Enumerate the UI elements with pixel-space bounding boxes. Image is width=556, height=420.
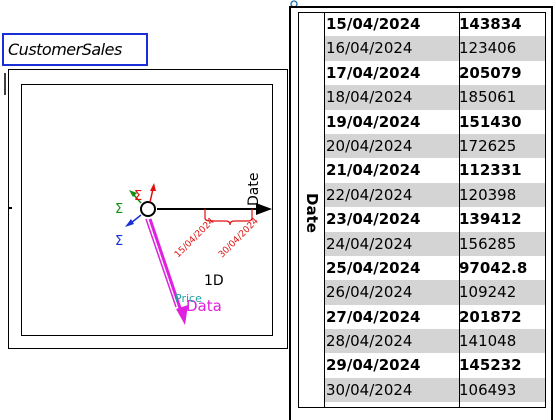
date-cell: 26/04/2024 (326, 283, 413, 302)
table-row[interactable]: 19/04/2024 151430 (325, 110, 545, 134)
value-cell: 97042.8 (459, 258, 528, 277)
table-row[interactable]: 25/04/2024 97042.8 (325, 256, 545, 280)
value-cell: 123406 (459, 39, 517, 58)
table-row[interactable]: 24/04/2024 156285 (325, 231, 545, 256)
date-cell: 19/04/2024 (326, 112, 421, 131)
value-cell: 112331 (459, 161, 522, 180)
sigma-green-arrowhead (129, 190, 137, 197)
value-cell: 185061 (459, 88, 517, 107)
table-row[interactable]: 20/04/2024 172625 (325, 133, 545, 159)
measure-label: Data (186, 297, 222, 315)
table-row[interactable]: 28/04/2024 141048 (325, 329, 545, 354)
date-cell: 20/04/2024 (326, 136, 413, 155)
date-cell: 21/04/2024 (326, 161, 421, 180)
value-cell: 141048 (459, 332, 517, 351)
sigma-blue-arrow (130, 214, 142, 224)
date-cell: 23/04/2024 (326, 210, 421, 229)
axis-tick-end: 30/04/2024 (217, 216, 261, 260)
date-cell: 18/04/2024 (326, 88, 413, 107)
table-row[interactable]: 27/04/2024 201872 (325, 305, 545, 329)
measure-arrowhead (176, 305, 188, 325)
date-cell: 15/04/2024 (326, 15, 421, 33)
table-rows: 15/04/2024 143834 16/04/2024 123406 17/04/20… (325, 12, 545, 403)
measure-arrow-line (148, 218, 184, 315)
value-cell: 109242 (459, 283, 517, 302)
value-cell: 151430 (459, 112, 522, 131)
date-axis-label: Date (246, 173, 262, 206)
date-cell: 16/04/2024 (326, 39, 413, 58)
sigma-blue-icon: Σ (115, 234, 123, 249)
sigma-green-icon: Σ (115, 202, 123, 217)
cube-origin-node (140, 201, 156, 217)
table-row[interactable]: 18/04/2024 185061 (325, 85, 545, 110)
cardinality-label: 1D (204, 273, 224, 289)
value-cell: 120398 (459, 185, 517, 204)
value-cell: 201872 (459, 307, 522, 326)
value-cell: 143834 (459, 15, 522, 33)
date-axis-arrowhead (256, 203, 272, 215)
date-cell: 22/04/2024 (326, 185, 413, 204)
date-cell: 27/04/2024 (326, 307, 421, 326)
date-cell: 28/04/2024 (326, 332, 413, 351)
value-cell: 205079 (459, 63, 522, 82)
table-row[interactable]: 16/04/2024 123406 (325, 36, 545, 61)
sigma-blue-arrowhead (125, 219, 134, 227)
table-row[interactable]: 15/04/2024 143834 (325, 12, 545, 36)
date-range-bracket (204, 209, 253, 226)
table-row[interactable]: 17/04/2024 205079 (325, 61, 545, 85)
axis-tick-start: 15/04/2024 (173, 216, 217, 260)
date-cell: 17/04/2024 (326, 63, 421, 82)
table-row[interactable]: 26/04/2024 109242 (325, 280, 545, 305)
date-cell: 24/04/2024 (326, 234, 413, 253)
table-row[interactable]: 21/04/2024 112331 (325, 158, 545, 182)
table-row[interactable]: 23/04/2024 139412 (325, 207, 545, 231)
table-row[interactable]: 29/04/2024 145232 (325, 353, 545, 377)
sigma-red-arrowhead (150, 183, 156, 191)
measure-name: Price (175, 292, 202, 305)
value-cell: 145232 (459, 356, 522, 375)
dimension-header-label: Date (303, 193, 321, 233)
table-row[interactable]: 30/04/2024 106493 (325, 377, 545, 403)
cube-title[interactable]: CustomerSales (2, 33, 148, 66)
value-cell: 106493 (459, 380, 517, 399)
value-cell: 139412 (459, 210, 522, 229)
date-cell: 30/04/2024 (326, 380, 413, 399)
value-cell: 172625 (459, 136, 517, 155)
sigma-red-arrow (149, 188, 154, 203)
value-cell: 156285 (459, 234, 517, 253)
dimension-header-column[interactable] (298, 12, 325, 408)
table-row[interactable]: 22/04/2024 120398 (325, 182, 545, 208)
date-cell: 25/04/2024 (326, 258, 421, 277)
sigma-red-icon: Σ (134, 189, 142, 204)
date-cell: 29/04/2024 (326, 356, 421, 375)
measure-arrow-line-2 (145, 218, 177, 308)
column-separator (459, 12, 460, 408)
